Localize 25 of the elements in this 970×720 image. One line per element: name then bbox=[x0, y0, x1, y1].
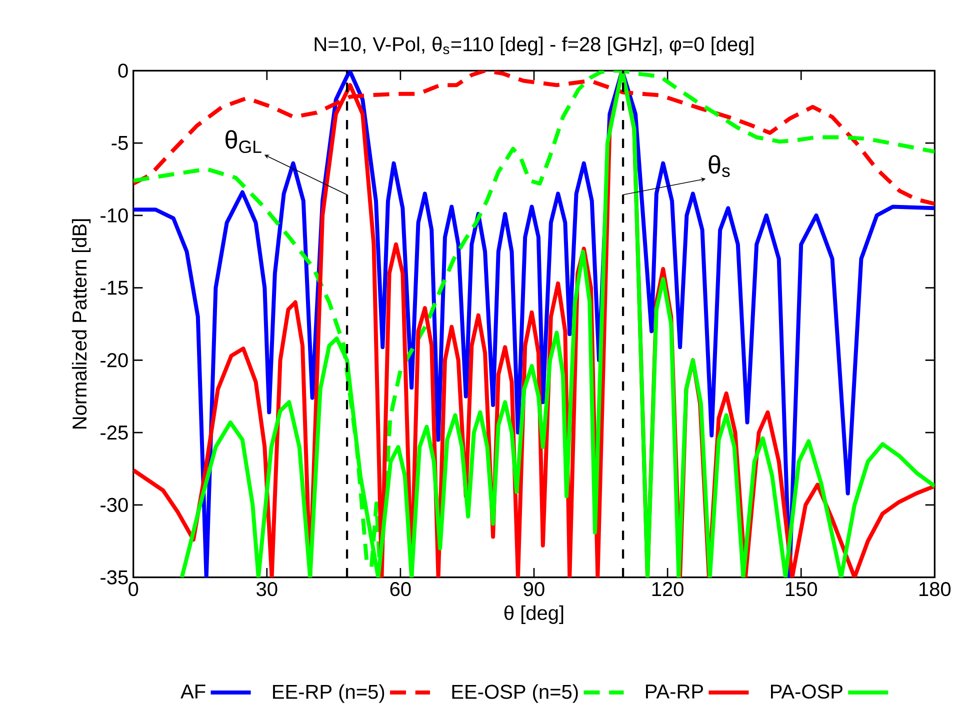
y-tick-label: -15 bbox=[100, 280, 128, 295]
legend-label: AF bbox=[180, 684, 206, 698]
ref-line-label: θ$_{s}$ bbox=[708, 155, 730, 178]
x-tick-label: 30 bbox=[256, 582, 278, 596]
legend-label: PA-RP bbox=[646, 684, 703, 698]
y-tick-label: 0 bbox=[118, 64, 128, 78]
x-tick-label: 120 bbox=[652, 582, 684, 596]
legend-label: PA-OSP bbox=[771, 684, 842, 699]
y-tick-label: -20 bbox=[100, 353, 128, 368]
x-tick-label: 0 bbox=[128, 582, 138, 596]
y-axis-title: Normalized Pattern [dB] bbox=[72, 219, 91, 429]
chart-title: N=10, V-Pol, θ$_{s}$=110 [deg] - f=28 [GHz], φ=0 [deg] bbox=[314, 36, 754, 56]
x-tick-label: 60 bbox=[390, 582, 411, 596]
legend-label: EE-OSP (n=5) bbox=[452, 684, 578, 703]
x-axis-title: θ [deg] bbox=[504, 605, 564, 624]
ref-line-label: θ$_{GL}$ bbox=[226, 130, 262, 154]
y-tick-label: -5 bbox=[112, 136, 128, 150]
x-tick-label: 150 bbox=[786, 582, 817, 596]
y-tick-label: -30 bbox=[100, 498, 128, 512]
y-tick-label: -25 bbox=[100, 425, 128, 440]
legend-label: EE-RP (n=5) bbox=[273, 684, 384, 703]
x-tick-label: 90 bbox=[524, 582, 544, 596]
y-tick-label: -35 bbox=[100, 570, 128, 584]
y-tick-label: -10 bbox=[100, 208, 128, 222]
x-tick-label: 180 bbox=[920, 582, 951, 596]
